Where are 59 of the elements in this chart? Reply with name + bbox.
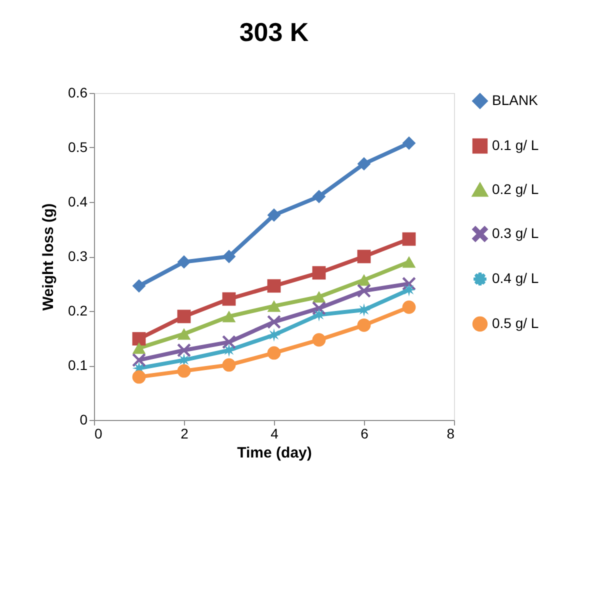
point [312, 308, 326, 322]
point [222, 310, 236, 322]
y-tick-label: 0.2 [68, 302, 88, 318]
point [222, 358, 236, 372]
point [357, 303, 371, 317]
point [267, 346, 281, 360]
x-axis-title: Time (day) [237, 444, 312, 462]
y-tick-label: 0.6 [68, 84, 88, 100]
legend-label: 0.3 g/ L [492, 225, 539, 241]
point [177, 328, 191, 340]
legend-label: BLANK [492, 92, 539, 108]
point [132, 353, 146, 367]
point [222, 292, 236, 306]
point [267, 208, 281, 222]
point [132, 332, 146, 346]
y-tick-label: 0.1 [68, 357, 88, 373]
x-tick-label: 6 [360, 426, 369, 442]
point [267, 300, 281, 312]
y-tick-label: 0.3 [68, 248, 88, 264]
point [132, 370, 146, 384]
y-tick-label: 0.4 [68, 194, 88, 210]
point [402, 256, 416, 268]
point [177, 310, 191, 324]
point [267, 279, 281, 293]
point [222, 344, 236, 357]
point [267, 315, 281, 329]
point [177, 353, 191, 367]
point [312, 333, 326, 347]
y-tick-label: 0.5 [68, 139, 88, 155]
chart-title: 303 K [239, 17, 309, 47]
point [402, 232, 416, 246]
x-tick-label: 0 [94, 426, 102, 442]
x-tick-label: 4 [270, 426, 279, 442]
point [177, 255, 191, 269]
point [132, 279, 146, 293]
legend-label: 0.5 g/ L [492, 315, 539, 331]
point [402, 136, 416, 150]
point [357, 284, 371, 298]
legend-label: 0.1 g/ L [492, 137, 539, 153]
point [267, 328, 281, 342]
point [357, 157, 371, 171]
point [222, 335, 236, 349]
point [357, 318, 371, 332]
y-tick-label: 0 [80, 412, 88, 428]
point [177, 364, 191, 378]
y-axis-title: Weight loss (g) [40, 203, 58, 311]
point [312, 291, 326, 303]
point [402, 300, 416, 314]
x-tick-label: 8 [446, 426, 455, 442]
point [132, 342, 146, 354]
point [312, 266, 326, 280]
point [402, 283, 416, 296]
point [357, 274, 371, 286]
point [222, 250, 236, 264]
legend-label: 0.2 g/ L [492, 181, 539, 197]
point [312, 190, 326, 204]
point [357, 250, 371, 264]
legend-label: 0.4 g/ L [492, 270, 539, 286]
x-tick-label: 2 [180, 426, 189, 442]
